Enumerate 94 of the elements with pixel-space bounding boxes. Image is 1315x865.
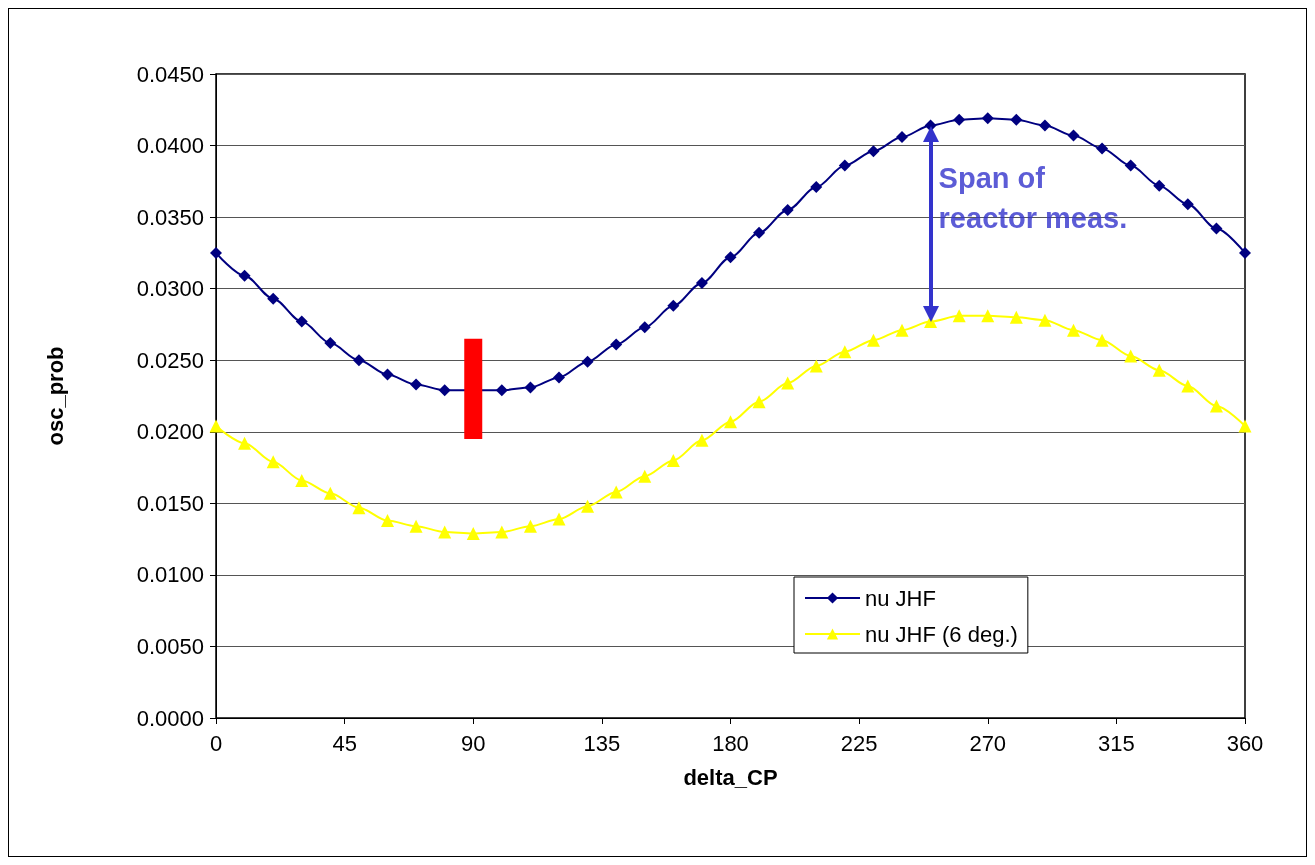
x-tick-label: 180 [712, 730, 749, 756]
point [838, 159, 851, 172]
point [638, 469, 652, 483]
point [210, 246, 222, 259]
point [809, 359, 823, 373]
y-tick-label: 0.0150 [136, 490, 204, 516]
point [1095, 333, 1109, 347]
point [438, 384, 451, 397]
point [695, 433, 709, 447]
point [896, 130, 908, 143]
point [866, 333, 880, 347]
legend-label: nu JHF [865, 585, 936, 611]
point [238, 269, 251, 282]
x-tick-label: 360 [1226, 730, 1264, 756]
y-tick-label: 0.0200 [136, 419, 204, 445]
y-tick-label: 0.0250 [136, 347, 204, 373]
point [238, 436, 252, 450]
point [466, 526, 480, 540]
x-tick-label: 315 [1098, 730, 1135, 756]
point [1210, 222, 1223, 235]
point [1124, 349, 1138, 363]
x-axis-title: delta_CP [683, 764, 778, 790]
point [1096, 142, 1109, 155]
point [552, 512, 566, 526]
y-tick-label: 0.0100 [136, 562, 204, 588]
y-tick-label: 0.0000 [136, 705, 204, 731]
point [381, 368, 394, 381]
y-tick-label: 0.0350 [136, 204, 204, 230]
point [438, 525, 452, 539]
y-axis-title: osc_prob [42, 346, 68, 446]
point [953, 113, 966, 126]
point [695, 276, 708, 289]
point [610, 338, 623, 351]
x-tick-label: 225 [840, 730, 878, 756]
y-tick-label: 0.0050 [136, 633, 204, 659]
point [753, 226, 766, 239]
point [838, 345, 852, 359]
point [1181, 198, 1194, 211]
point [638, 321, 651, 334]
point [666, 453, 680, 467]
point [553, 371, 565, 384]
x-tick-label: 135 [583, 730, 621, 756]
point [724, 251, 737, 264]
point [781, 203, 794, 216]
point [523, 519, 537, 533]
x-tick-label: 270 [969, 730, 1007, 756]
point [895, 323, 909, 337]
point [1209, 399, 1223, 413]
point [324, 337, 337, 350]
point [781, 376, 795, 390]
point [409, 519, 423, 533]
point [1238, 419, 1252, 433]
point [981, 309, 995, 323]
point [981, 112, 994, 125]
point [1152, 363, 1166, 377]
point [524, 381, 537, 394]
x-tick-label: 0 [209, 730, 223, 756]
point [724, 415, 737, 429]
point [352, 501, 366, 515]
x-tick-label: 90 [461, 730, 486, 756]
x-tick-label: 45 [332, 730, 357, 756]
point [581, 355, 594, 368]
point [810, 181, 823, 194]
point [667, 299, 680, 312]
y-tick-label: 0.0300 [136, 276, 204, 302]
point [209, 419, 223, 433]
point [581, 499, 595, 513]
point [1009, 310, 1023, 324]
point [295, 473, 309, 487]
point [267, 292, 280, 305]
point [295, 315, 308, 328]
point [609, 485, 623, 499]
point [1067, 323, 1080, 337]
point [352, 354, 365, 367]
point [1038, 313, 1052, 327]
point [1010, 113, 1023, 126]
point [381, 514, 394, 528]
point [952, 309, 966, 323]
y-tick-label: 0.0450 [136, 61, 204, 87]
point [1124, 159, 1137, 172]
legend-label: nu JHF (6 deg.) [865, 621, 1018, 647]
point [495, 525, 509, 539]
point [1181, 379, 1195, 393]
point [410, 378, 423, 391]
point [266, 455, 280, 469]
point [1239, 246, 1251, 259]
point [495, 384, 508, 397]
point [752, 395, 766, 409]
point [323, 486, 337, 500]
point [1067, 129, 1080, 142]
point [867, 145, 880, 158]
point [1038, 119, 1051, 132]
point [1153, 179, 1166, 192]
y-tick-label: 0.0400 [136, 133, 204, 159]
